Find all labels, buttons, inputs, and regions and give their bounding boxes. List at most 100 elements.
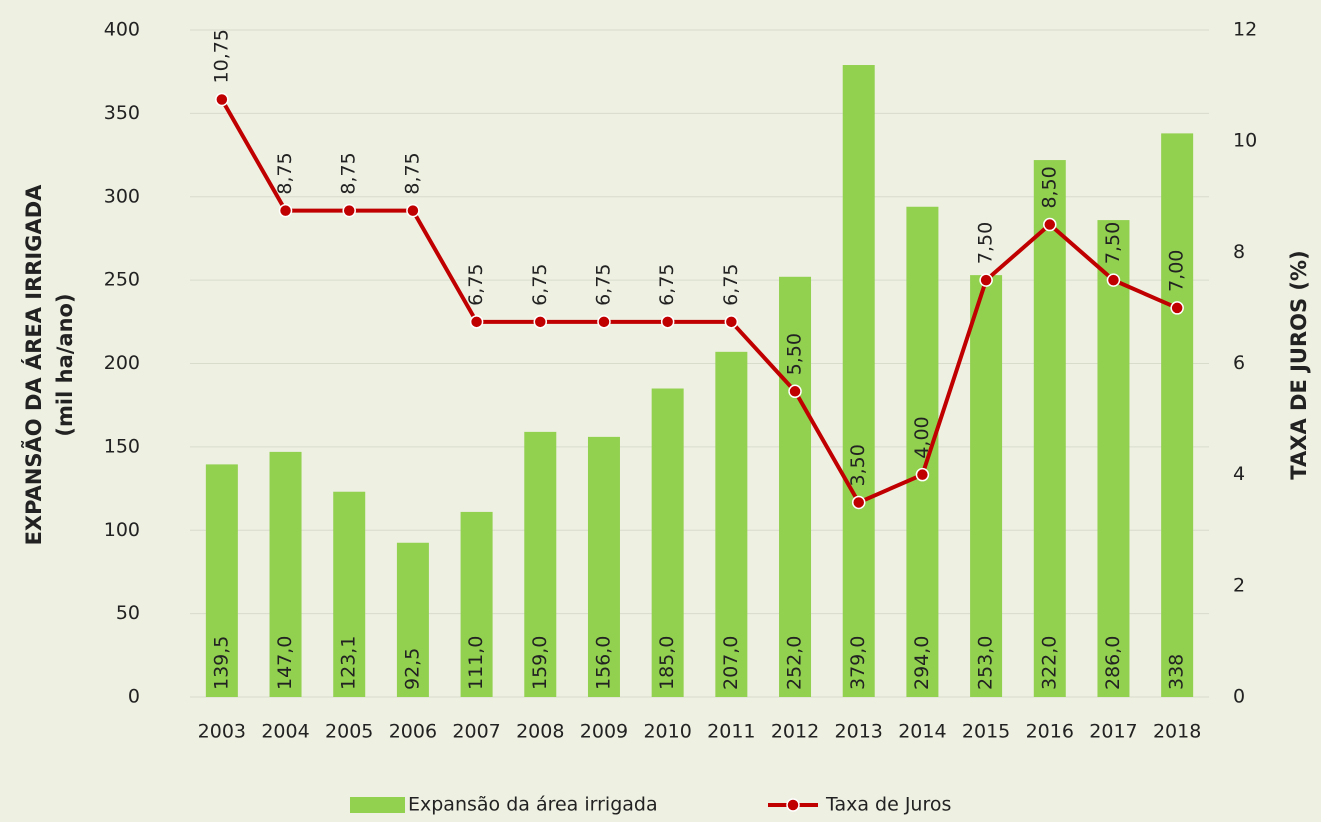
y-axis-subtitle: (mil ha/ano)	[53, 293, 77, 436]
line-marker	[278, 203, 293, 218]
line-marker	[597, 315, 611, 329]
x-tick-label: 2005	[325, 721, 373, 743]
x-tick-label: 2010	[643, 721, 691, 743]
y2-tick-label: 10	[1233, 130, 1257, 152]
bar-value-label: 322,0	[1038, 636, 1060, 690]
bar	[906, 206, 939, 697]
y2-tick-label: 2	[1233, 574, 1245, 596]
y2-tick-label: 0	[1233, 686, 1245, 708]
y-tick-label: 200	[104, 352, 140, 374]
y2-tick-label: 12	[1233, 19, 1257, 41]
line-marker	[469, 315, 484, 329]
bar	[779, 276, 812, 697]
bar-value-label: 123,1	[338, 636, 360, 690]
line-value-label: 8,50	[1038, 166, 1060, 208]
y-tick-label: 350	[104, 102, 140, 124]
bar	[205, 464, 238, 697]
bar-value-label: 207,0	[720, 636, 742, 690]
y2-tick-label: 6	[1233, 352, 1245, 374]
bar	[715, 351, 748, 697]
x-tick-label: 2015	[962, 721, 1010, 743]
line-value-label: 7,50	[1102, 222, 1124, 264]
x-tick-label: 2017	[1089, 721, 1137, 743]
bar	[460, 511, 493, 697]
bar-value-label: 338	[1166, 654, 1188, 690]
line-marker	[660, 315, 675, 329]
x-tick-label: 2016	[1026, 721, 1074, 743]
bar-value-label: 286,0	[1102, 636, 1124, 690]
line-value-label: 7,50	[975, 222, 997, 264]
y-tick-label: 50	[116, 602, 140, 624]
line-marker	[788, 384, 802, 399]
y2-tick-label: 8	[1233, 241, 1245, 263]
x-tick-label: 2007	[452, 721, 500, 743]
y-tick-label: 150	[104, 435, 140, 457]
line-value-label: 3,50	[847, 444, 869, 486]
legend-swatch	[350, 797, 405, 813]
line-value-label: 10,75	[210, 29, 232, 83]
line-value-label: 8,75	[274, 152, 296, 194]
line-value-label: 7,00	[1166, 250, 1188, 292]
bar	[970, 275, 1003, 697]
legend-label: Expansão da área irrigada	[408, 794, 658, 816]
line-marker	[915, 467, 930, 482]
bar	[333, 491, 366, 697]
bar-value-label: 139,5	[210, 636, 232, 690]
x-tick-label: 2014	[898, 721, 946, 743]
line-marker	[979, 273, 993, 287]
bar-value-label: 185,0	[656, 636, 678, 690]
bar	[587, 436, 620, 697]
line-marker	[533, 315, 548, 329]
line-value-label: 6,75	[465, 264, 487, 306]
line-marker	[342, 203, 356, 218]
bar-value-label: 294,0	[911, 636, 933, 690]
x-tick-label: 2013	[835, 721, 883, 743]
bar	[269, 451, 302, 697]
y-tick-label: 100	[104, 519, 140, 541]
x-tick-label: 2009	[580, 721, 628, 743]
bar	[1033, 160, 1066, 697]
y-tick-label: 300	[104, 185, 140, 207]
line-value-label: 6,75	[529, 264, 551, 306]
bar-value-label: 147,0	[274, 636, 296, 690]
bar-value-label: 111,0	[465, 636, 487, 690]
line-marker	[851, 495, 866, 510]
x-tick-label: 2003	[198, 721, 246, 743]
line-marker	[724, 315, 739, 329]
x-tick-label: 2012	[771, 721, 819, 743]
bar	[1161, 133, 1194, 697]
y-tick-label: 0	[128, 686, 140, 708]
line-marker	[1043, 217, 1057, 232]
line-value-label: 6,75	[720, 264, 742, 306]
bar	[396, 542, 429, 697]
line-value-label: 4,00	[911, 416, 933, 458]
y2-tick-label: 4	[1233, 463, 1245, 485]
line-marker	[215, 92, 229, 107]
bar-value-label: 252,0	[784, 636, 806, 690]
bar	[842, 65, 875, 697]
line-value-label: 5,50	[784, 333, 806, 375]
x-tick-label: 2006	[389, 721, 437, 743]
x-tick-label: 2004	[261, 721, 309, 743]
bar	[524, 431, 557, 697]
line-value-label: 6,75	[656, 264, 678, 306]
x-tick-label: 2011	[707, 721, 755, 743]
y-tick-label: 400	[104, 19, 140, 41]
line-marker	[406, 203, 420, 218]
bar-value-label: 253,0	[975, 636, 997, 690]
bar-value-label: 379,0	[847, 636, 869, 690]
bar-value-label: 159,0	[529, 636, 551, 690]
legend-label: Taxa de Juros	[825, 794, 951, 816]
line-value-label: 8,75	[401, 152, 423, 194]
line	[220, 98, 1178, 505]
x-tick-label: 2018	[1153, 721, 1201, 743]
bar-value-label: 92,5	[401, 648, 423, 690]
bar	[1097, 220, 1130, 697]
y-tick-label: 250	[104, 269, 140, 291]
y-axis-title: EXPANSÃO DA ÁREA IRRIGADA	[21, 184, 46, 546]
y2-axis-title: TAXA DE JUROS (%)	[1287, 250, 1311, 479]
line-value-label: 6,75	[592, 264, 614, 306]
x-tick-label: 2008	[516, 721, 564, 743]
bar	[651, 388, 684, 697]
